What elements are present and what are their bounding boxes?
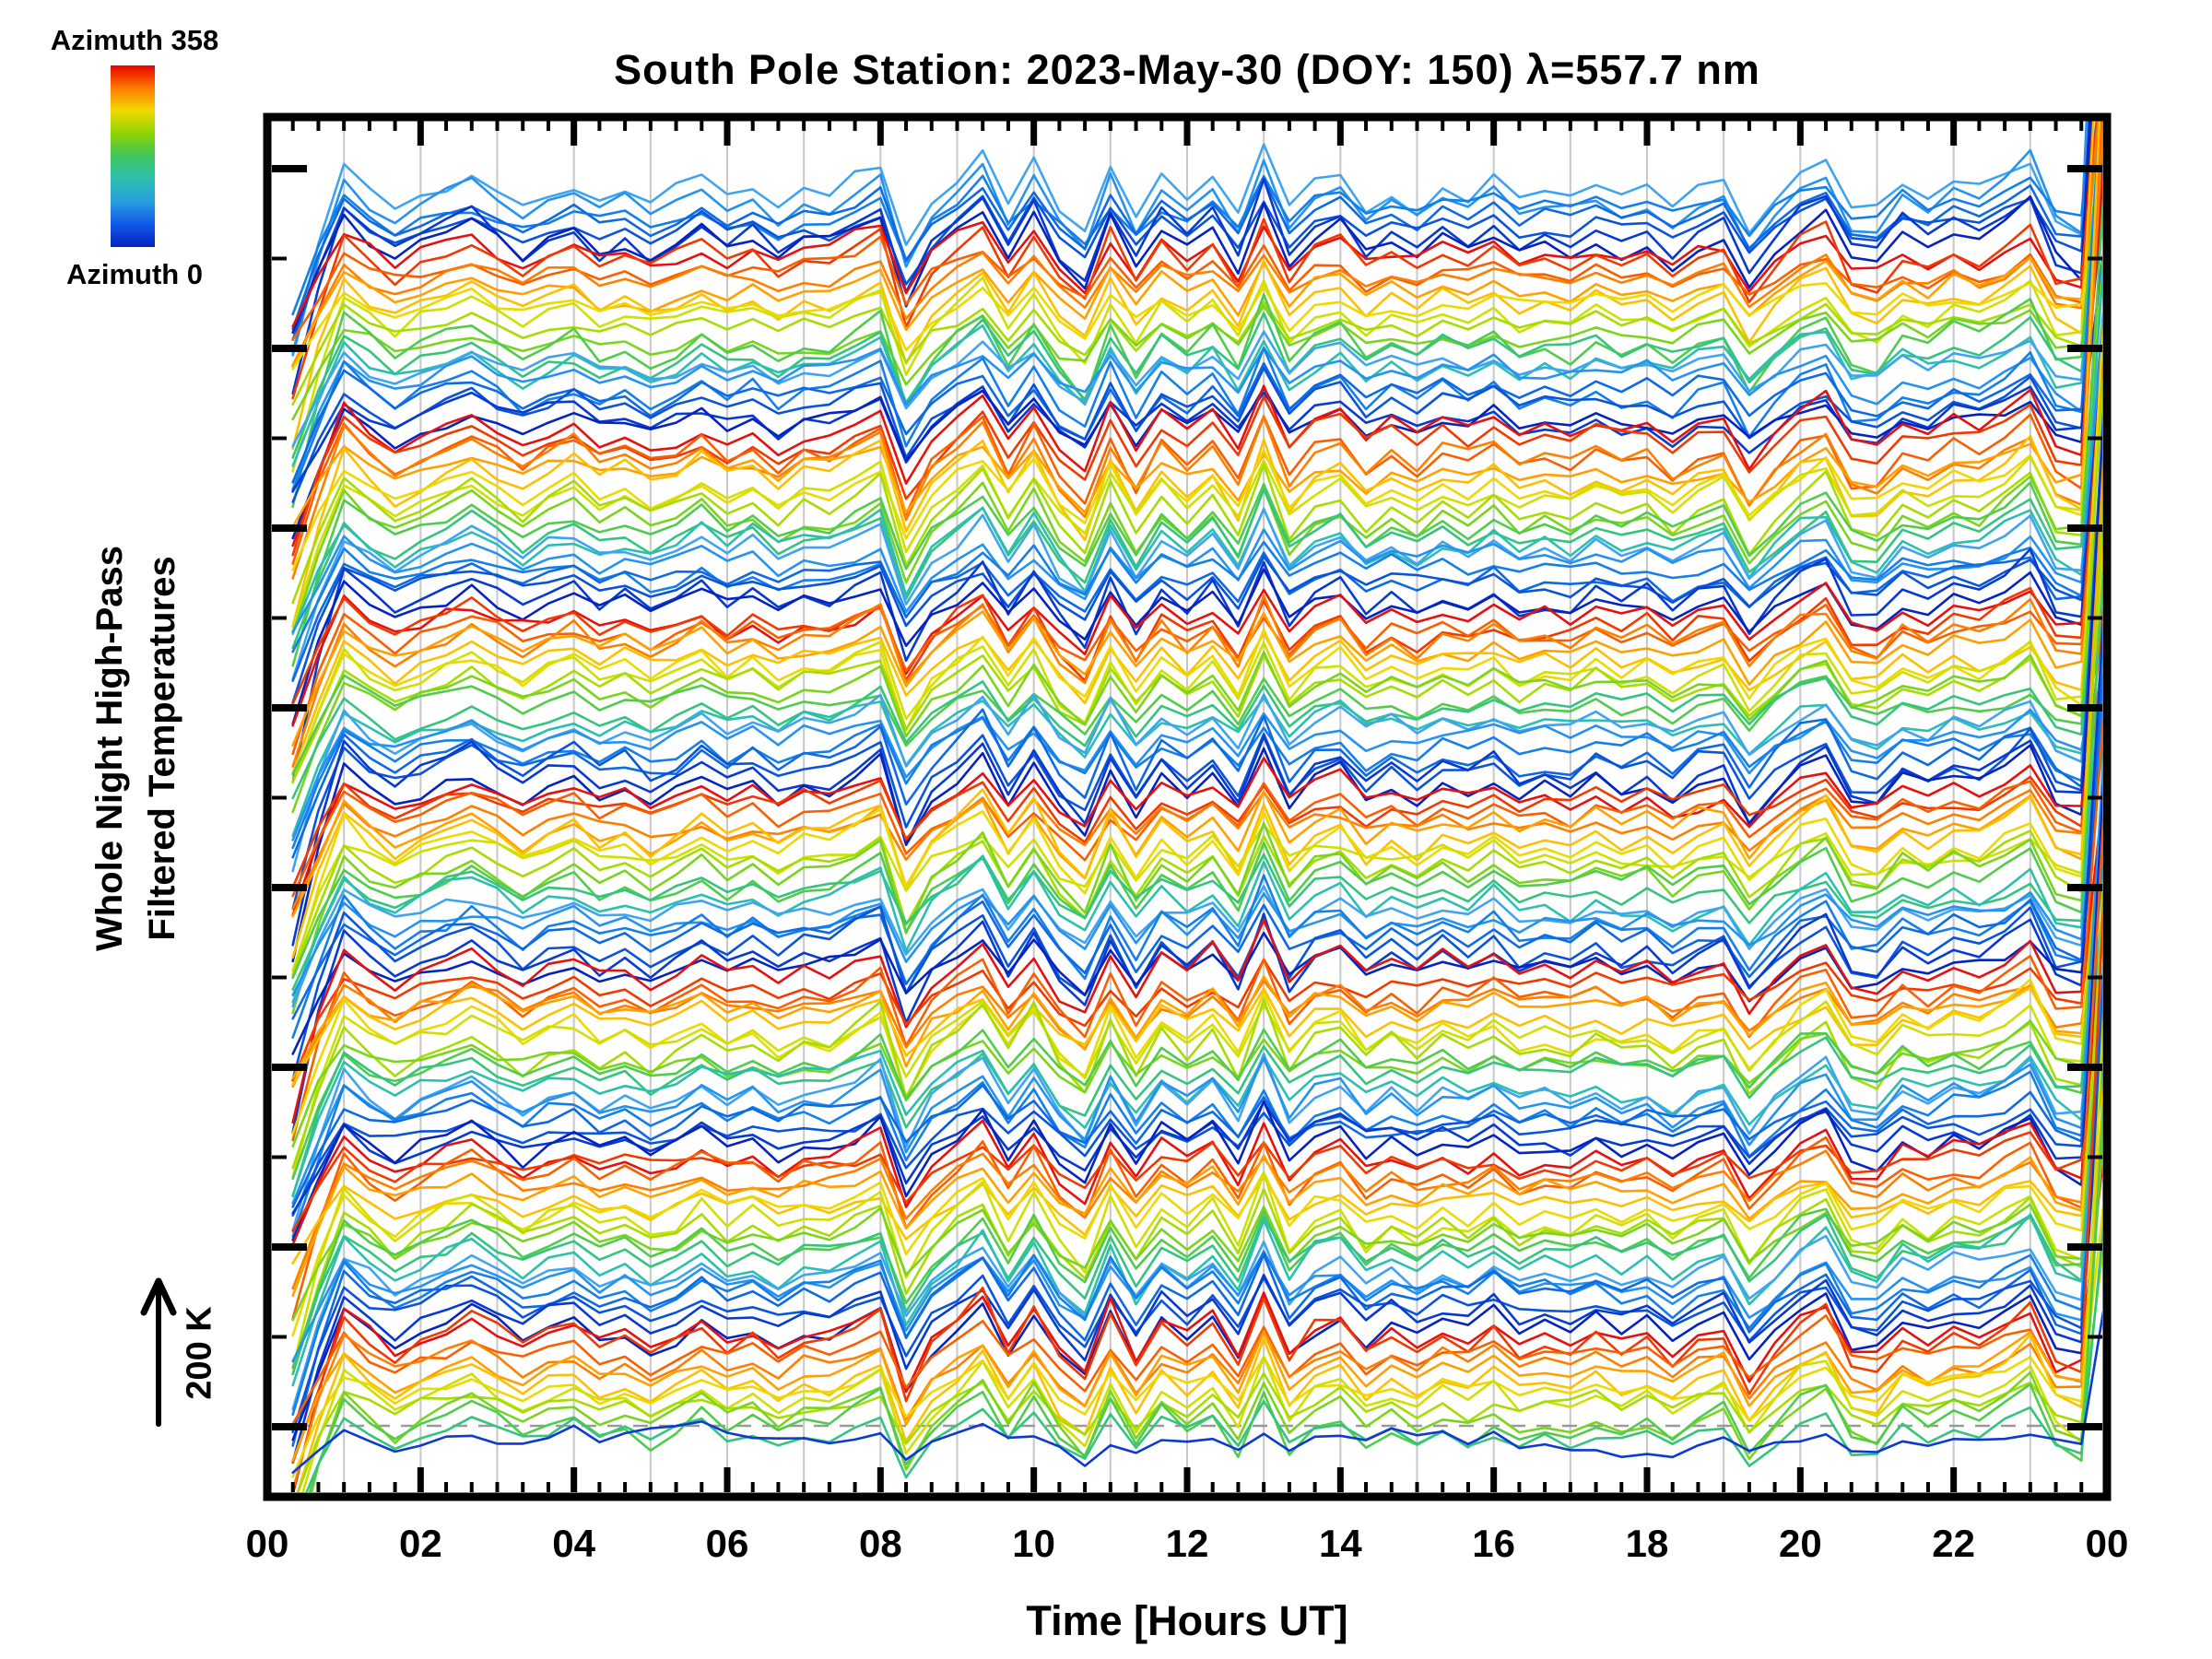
- temperature-traces: [291, 121, 2102, 1492]
- colorbar-bottom-label: Azimuth 0: [65, 258, 204, 290]
- scale-arrow-icon: [140, 1277, 177, 1427]
- colorbar-gradient: [111, 65, 155, 247]
- plot-frame: [263, 112, 2112, 1501]
- x-axis-label: Time [Hours UT]: [1026, 1597, 1348, 1644]
- axis-ticks: [264, 121, 2111, 1492]
- colorbar-top-label: Azimuth 358: [50, 24, 219, 56]
- chart-title: South Pole Station: 2023-May-30 (DOY: 15…: [614, 46, 1760, 93]
